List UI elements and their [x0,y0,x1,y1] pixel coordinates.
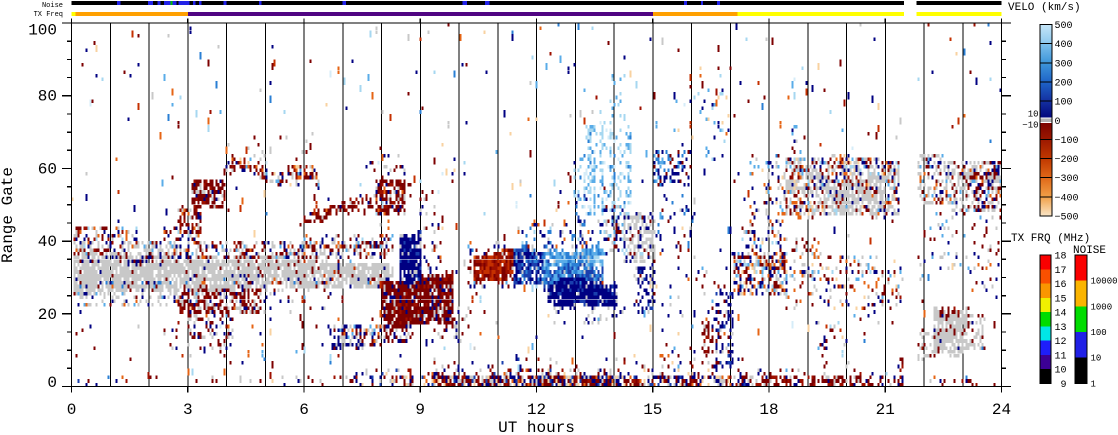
svg-text:18: 18 [1054,252,1066,263]
svg-text:0: 0 [47,374,57,392]
svg-text:15: 15 [643,401,662,419]
svg-text:1: 1 [1091,379,1096,389]
svg-text:400: 400 [1055,40,1073,51]
svg-text:100: 100 [28,22,57,40]
svg-text:−400: −400 [1055,193,1079,204]
svg-text:TX Freq: TX Freq [34,11,63,19]
svg-text:Noise: Noise [42,2,63,10]
svg-text:500: 500 [1055,21,1073,32]
svg-text:16: 16 [1054,280,1066,291]
svg-text:24: 24 [992,401,1011,419]
svg-text:200: 200 [1055,78,1073,89]
svg-text:−10: −10 [1022,121,1038,131]
svg-text:12: 12 [527,401,546,419]
svg-text:10: 10 [1028,110,1039,120]
svg-text:17: 17 [1054,266,1066,277]
svg-text:−500: −500 [1055,213,1079,224]
svg-text:6: 6 [299,401,309,419]
svg-text:3: 3 [183,401,193,419]
svg-text:VELO (km/s): VELO (km/s) [1008,2,1081,14]
svg-text:11: 11 [1054,351,1066,362]
svg-text:1000: 1000 [1091,302,1113,312]
svg-text:0: 0 [67,401,77,419]
svg-text:NOISE: NOISE [1073,245,1106,257]
svg-text:13: 13 [1054,323,1066,334]
svg-text:10: 10 [1091,354,1102,364]
svg-text:15: 15 [1054,294,1066,305]
svg-text:−100: −100 [1055,136,1079,147]
svg-text:−200: −200 [1055,155,1079,166]
svg-text:TX FRQ (MHz): TX FRQ (MHz) [1011,233,1090,245]
svg-text:21: 21 [876,401,895,419]
svg-text:10000: 10000 [1091,277,1118,287]
svg-text:20: 20 [38,306,57,324]
svg-text:40: 40 [38,233,57,251]
svg-text:UT hours: UT hours [498,419,575,435]
svg-text:−300: −300 [1055,174,1079,185]
svg-text:300: 300 [1055,59,1073,70]
svg-text:0: 0 [1055,117,1061,128]
svg-text:9: 9 [1060,380,1066,391]
svg-text:12: 12 [1054,337,1066,348]
svg-text:80: 80 [38,88,57,106]
svg-text:9: 9 [415,401,425,419]
svg-text:18: 18 [759,401,778,419]
svg-text:Range Gate: Range Gate [0,167,17,263]
svg-text:14: 14 [1054,309,1066,320]
svg-text:100: 100 [1091,328,1107,338]
svg-text:10: 10 [1054,366,1066,377]
svg-text:100: 100 [1055,98,1073,109]
svg-text:60: 60 [38,160,57,178]
